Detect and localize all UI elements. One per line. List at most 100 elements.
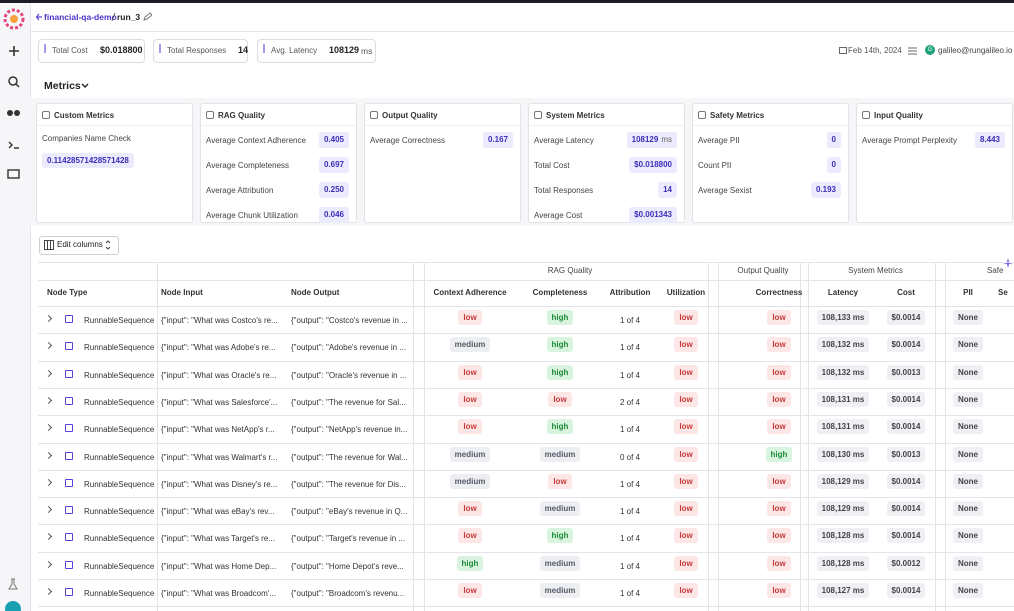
metric-value: 0.193 [816,185,836,194]
cell-badge: low [674,447,697,462]
expand-arrow[interactable] [45,588,52,595]
metrics-title[interactable]: Metrics [44,80,81,92]
metric-value: 0 [832,160,836,169]
date: Feb 14th, 2024 [848,46,902,55]
cell-badge: None [953,365,983,380]
expand-arrow[interactable] [45,315,52,322]
column-header: Node Input [161,288,203,297]
metric-value-box: 0 [827,132,841,148]
expand-arrow[interactable] [45,533,52,540]
cell-text: {"output": "The revenue for Wal... [291,453,408,462]
columns-icon [44,240,54,250]
cell-badge: low [674,583,697,598]
cell-text: {"output": "Costco's revenue in ... [291,316,408,325]
cell-badge: None [953,447,983,462]
avatar[interactable]: G [925,45,935,55]
new-icon[interactable] [9,46,19,56]
expand-arrow[interactable] [45,561,52,568]
table-line [38,306,1014,307]
metric-label: Average Context Adherence [206,136,306,145]
expand-arrow[interactable] [45,424,52,431]
metric-value: 108129 [632,135,659,144]
table-line [157,262,158,611]
chevron[interactable] [81,82,89,90]
stat-value: 108129 [329,45,359,55]
group-header: Output Quality [718,266,800,275]
cell-badge: low [674,365,697,380]
metric-value: 0.11428571428571428 [42,153,134,168]
card-icon [698,111,706,119]
project-link[interactable]: financial-qa-demo [44,12,117,22]
table-line [38,388,1014,389]
cell-badge: None [953,583,983,598]
help-icon[interactable] [5,601,21,611]
metric-value-box: $0.018800 [629,157,677,173]
metric-label: Average Cost [534,211,582,220]
card-title: RAG Quality [218,111,265,120]
table-line [38,579,1014,580]
lab-icon[interactable] [9,579,17,589]
metric-value: $0.001343 [634,210,672,219]
card-icon [206,111,214,119]
cell-text: {"input": "What was Home Dep... [161,562,276,571]
cell-badge: medium [450,474,491,489]
cell-badge: medium [450,337,491,352]
cell-text: {"input": "What was Broadcom'... [161,589,276,598]
node-icon [65,315,73,323]
metric-value: 0.167 [488,135,508,144]
node-icon [65,588,73,596]
cell-text: RunnableSequence [84,316,154,325]
metric-label: Average Attribution [206,186,273,195]
node-icon [65,452,73,460]
back-arrow[interactable] [37,14,43,20]
table-line [38,443,1014,444]
card-rule [692,125,849,126]
node-icon [65,342,73,350]
expand-arrow[interactable] [45,479,52,486]
user-email: galileo@rungalileo.io [938,46,1012,55]
table-line [38,552,1014,553]
binoculars-icon[interactable] [7,110,13,116]
metric-value: 8.443 [980,135,1000,144]
metric-value-box: 14 [658,182,677,198]
expand-arrow[interactable] [45,370,52,377]
cell-text: {"output": "Home Depot's reve... [291,562,404,571]
terminal-icon[interactable] [9,142,19,148]
metric-value-box: 0.193 [811,182,841,198]
table-line [38,262,1014,263]
metric-label: Total Cost [534,161,570,170]
filter-icon[interactable] [908,46,917,55]
metric-card [364,103,521,223]
card-title: Input Quality [874,111,923,120]
cell-badge: None [953,392,983,407]
metric-value: 0.046 [324,210,344,219]
card-icon [370,111,378,119]
cell-text: {"input": "What was eBay's rev... [161,507,275,516]
cell-badge: low [458,310,481,325]
metric-value-box: 0.405 [319,132,349,148]
edit-icon[interactable] [143,12,152,21]
expand-arrow[interactable] [45,451,52,458]
cell-text: RunnableSequence [84,425,154,434]
cell-badge: low [674,392,697,407]
stat-accent [159,44,161,53]
table-line [38,470,1014,471]
node-icon [65,506,73,514]
expand-arrow[interactable] [45,397,52,404]
table-line [38,415,1014,416]
cell-badge: low [674,310,697,325]
metric-value-box: 0.250 [319,182,349,198]
search-icon[interactable] [9,77,17,85]
cell-text: {"input": "What was Oracle's re... [161,371,276,380]
metric-label: Average Prompt Perplexity [862,136,957,145]
metric-label: Average Correctness [370,136,445,145]
monitor-icon[interactable] [8,170,19,178]
cell-badge: low [548,474,571,489]
cell-badge: None [953,556,983,571]
stat-accent [263,44,265,53]
expand-arrow[interactable] [45,506,52,513]
edit-columns-label[interactable]: Edit columns [57,240,103,249]
expand-arrow[interactable] [45,342,52,349]
node-icon [65,370,73,378]
cell: None [908,531,1014,540]
